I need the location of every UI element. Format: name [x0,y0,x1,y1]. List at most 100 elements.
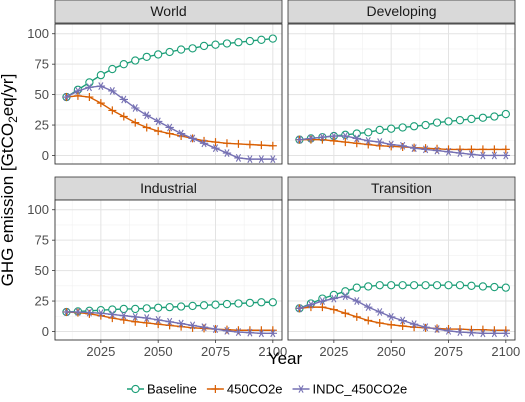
x-tick-label: 2050 [377,344,406,359]
data-point [142,52,151,62]
data-point [154,50,163,59]
y-tick-label: 75 [35,233,49,248]
data-point [200,324,209,333]
y-tick-label: 25 [35,118,49,133]
data-point [432,146,442,155]
data-point [329,305,338,314]
data-point [257,155,266,164]
y-tick-label: 0 [42,148,49,163]
data-point [467,114,476,124]
data-point [234,328,243,336]
data-point [96,99,105,108]
data-point [108,305,117,314]
data-point [268,34,277,43]
data-point [96,82,106,90]
data-point [234,299,243,308]
data-point [398,281,407,290]
legend-label: 450CO2e [227,382,283,397]
data-point [85,83,94,92]
data-point [165,123,174,132]
data-point [329,132,339,140]
data-point [119,304,128,314]
series-indc-450co2e [295,292,511,338]
data-point [131,312,140,321]
data-point [222,325,231,334]
y-tick-label: 25 [35,294,49,309]
data-point [245,140,254,149]
data-point [108,310,117,319]
data-point [318,303,327,312]
panel-border [287,199,516,341]
data-point [268,155,278,164]
x-tick-label: 2025 [319,344,348,359]
data-point [329,294,339,303]
data-point [199,139,209,148]
data-point [455,281,465,290]
data-point [352,297,361,305]
data-point [501,109,510,119]
data-point [131,56,140,65]
data-point [341,292,350,301]
series-indc-450co2e [62,308,278,338]
data-point [444,326,453,335]
data-point [375,318,384,327]
data-point [352,134,361,143]
legend-item-indc-450co2e: INDC_450CO2e [292,382,408,397]
y-tick-label: 75 [35,57,49,72]
data-point [188,321,197,330]
data-point [85,93,94,102]
data-point [387,124,396,133]
y-tick-label: 100 [27,202,49,217]
legend-label: Baseline [147,382,197,397]
data-point [108,106,117,115]
data-point [455,116,465,125]
data-point [341,287,350,296]
data-point [444,117,453,126]
axes-layer: 0 25 50 75 100 0 25 50 75 100 2025 2050 2075 2100 2025… [27,26,520,359]
data-point [73,91,82,100]
data-point [154,303,163,312]
data-point [398,141,407,150]
y-tick-label: 50 [35,263,49,278]
data-point [96,309,106,318]
y-axis-title-tail: eq/yr] [0,74,17,117]
data-point [211,40,220,49]
legend-item-450co2e: 450CO2e [206,382,283,397]
data-point [306,134,316,143]
data-point [421,144,430,153]
data-point [142,123,151,132]
data-point [398,322,407,330]
data-point [199,323,209,332]
data-point [165,317,174,326]
data-point [153,117,163,126]
data-point [352,312,361,321]
data-point [444,147,453,156]
data-point [234,38,243,47]
data-point [257,35,266,44]
data-point [421,281,430,290]
x-tick-label: 2100 [258,344,287,359]
data-point [222,326,232,335]
facet-strip-label: Developing [366,3,436,19]
data-point [154,127,163,136]
panel-transition: Transition [287,176,516,341]
data-point [268,298,277,307]
panel-border [287,23,516,165]
legend-label: INDC_450CO2e [313,382,408,397]
data-point [176,45,186,54]
x-tick-label: 2075 [201,344,230,359]
panels-layer: World Developing Industrial Transition [54,0,516,341]
y-tick-label: 50 [35,87,49,102]
data-point [306,135,315,144]
data-point [165,47,174,57]
data-point [432,325,442,333]
y-axis-title-main: GHG emission [GtCO [0,123,17,286]
data-point [306,300,316,309]
data-point [478,113,488,122]
data-point [142,111,151,120]
series-450co2e [62,91,277,150]
data-point [211,144,220,153]
data-point [341,130,350,139]
data-point [188,301,197,311]
